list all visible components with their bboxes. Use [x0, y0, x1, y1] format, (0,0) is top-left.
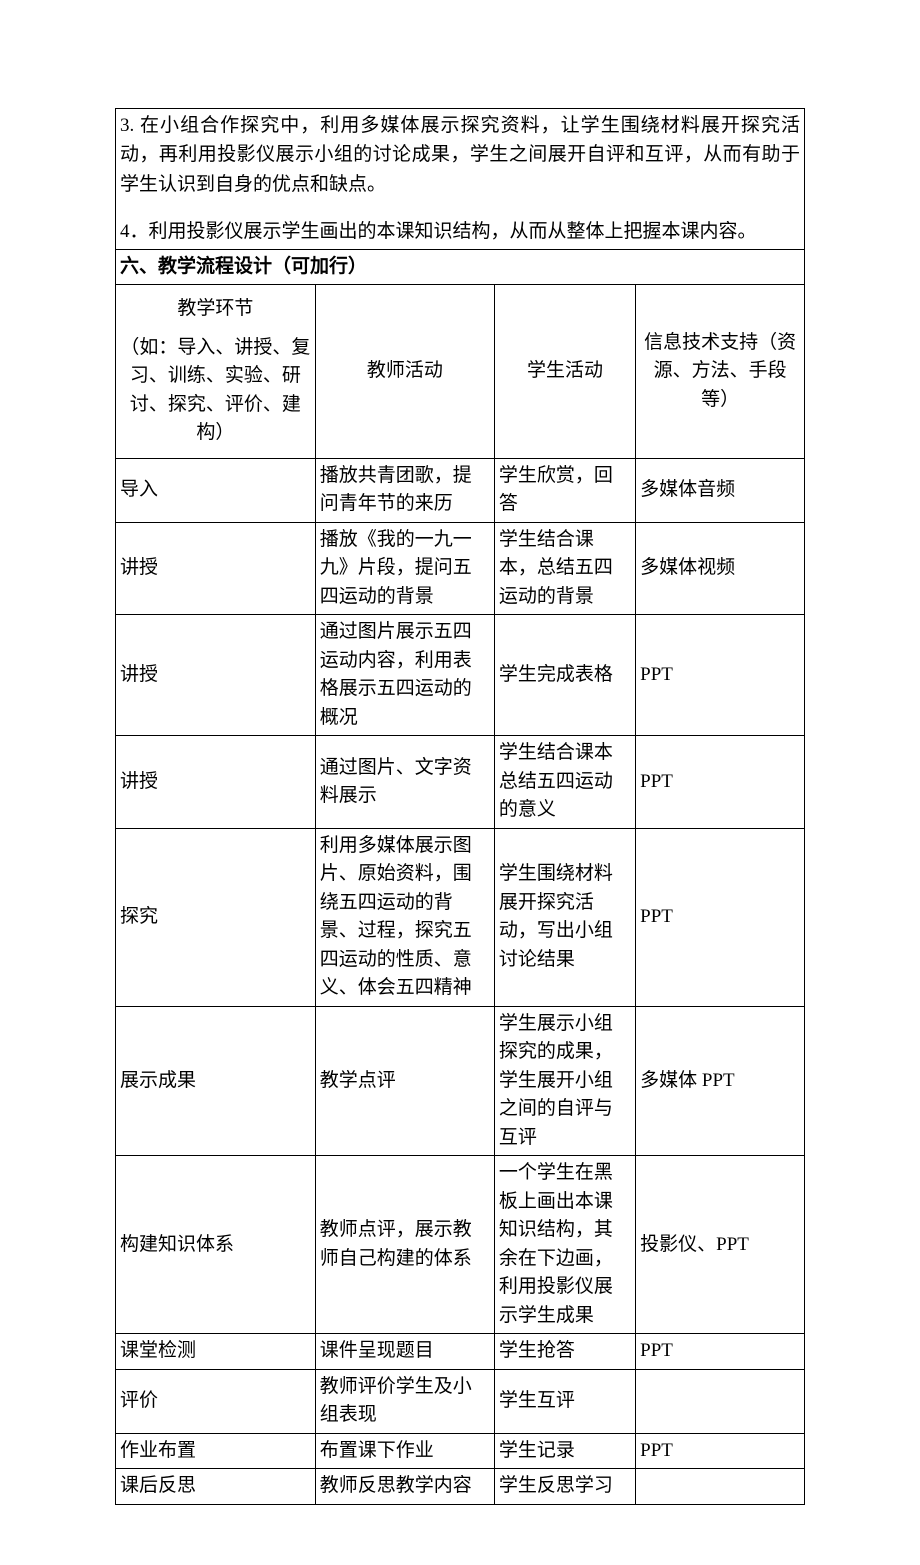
header-col3: 学生活动: [494, 285, 635, 459]
cell-stage: 课后反思: [116, 1469, 316, 1505]
cell-student: 学生抢答: [494, 1334, 635, 1370]
table-row: 课后反思 教师反思教学内容 学生反思学习: [116, 1469, 805, 1505]
cell-stage: 展示成果: [116, 1006, 316, 1156]
cell-tech: 多媒体 PPT: [636, 1006, 805, 1156]
cell-student: 一个学生在黑板上画出本课知识结构，其余在下边画，利用投影仪展示学生成果: [494, 1156, 635, 1334]
cell-teacher: 教师点评，展示教师自己构建的体系: [315, 1156, 494, 1334]
cell-stage: 构建知识体系: [116, 1156, 316, 1334]
cell-tech: [636, 1469, 805, 1505]
cell-stage: 作业布置: [116, 1433, 316, 1469]
cell-tech: PPT: [636, 615, 805, 736]
header-col2: 教师活动: [315, 285, 494, 459]
table-row: 评价 教师评价学生及小组表现 学生互评: [116, 1369, 805, 1433]
header-col1-a: 教学环节: [120, 295, 311, 324]
header-col1: 教学环节 （如：导入、讲授、复习、训练、实验、研讨、探究、评价、建构）: [116, 285, 316, 459]
header-col1-b: （如：导入、讲授、复习、训练、实验、研讨、探究、评价、建构）: [120, 334, 311, 448]
cell-teacher: 布置课下作业: [315, 1433, 494, 1469]
cell-student: 学生展示小组探究的成果，学生展开小组之间的自评与互评: [494, 1006, 635, 1156]
lesson-plan-table: 3. 在小组合作探究中，利用多媒体展示探究资料，让学生围绕材料展开探究活动，再利…: [115, 108, 805, 1505]
cell-student: 学生互评: [494, 1369, 635, 1433]
section-title: 六、教学流程设计（可加行）: [120, 256, 367, 277]
cell-teacher: 利用多媒体展示图片、原始资料，围绕五四运动的背景、过程，探究五四运动的性质、意义…: [315, 828, 494, 1006]
cell-stage: 课堂检测: [116, 1334, 316, 1370]
cell-student: 学生反思学习: [494, 1469, 635, 1505]
cell-stage: 探究: [116, 828, 316, 1006]
cell-student: 学生围绕材料展开探究活动，写出小组讨论结果: [494, 828, 635, 1006]
cell-stage: 讲授: [116, 736, 316, 829]
cell-student: 学生结合课本，总结五四运动的背景: [494, 522, 635, 615]
cell-teacher: 课件呈现题目: [315, 1334, 494, 1370]
cell-teacher: 通过图片、文字资料展示: [315, 736, 494, 829]
cell-student: 学生完成表格: [494, 615, 635, 736]
intro-spacer: [120, 199, 800, 217]
header-row: 教学环节 （如：导入、讲授、复习、训练、实验、研讨、探究、评价、建构） 教师活动…: [116, 285, 805, 459]
table-row: 展示成果 教学点评 学生展示小组探究的成果，学生展开小组之间的自评与互评 多媒体…: [116, 1006, 805, 1156]
cell-teacher: 教师评价学生及小组表现: [315, 1369, 494, 1433]
section-title-row: 六、教学流程设计（可加行）: [116, 249, 805, 285]
cell-teacher: 教师反思教学内容: [315, 1469, 494, 1505]
cell-tech: [636, 1369, 805, 1433]
cell-student: 学生记录: [494, 1433, 635, 1469]
cell-tech: 投影仪、PPT: [636, 1156, 805, 1334]
cell-tech: 多媒体视频: [636, 522, 805, 615]
table-row: 导入 播放共青团歌，提问青年节的来历 学生欣赏，回答 多媒体音频: [116, 458, 805, 522]
header-gap: [120, 324, 311, 334]
intro-p1: 3. 在小组合作探究中，利用多媒体展示探究资料，让学生围绕材料展开探究活动，再利…: [120, 115, 800, 195]
cell-tech: PPT: [636, 1433, 805, 1469]
cell-stage: 评价: [116, 1369, 316, 1433]
table-row: 讲授 通过图片展示五四运动内容，利用表格展示五四运动的概况 学生完成表格 PPT: [116, 615, 805, 736]
cell-tech: 多媒体音频: [636, 458, 805, 522]
cell-student: 学生结合课本总结五四运动的意义: [494, 736, 635, 829]
table-row: 作业布置 布置课下作业 学生记录 PPT: [116, 1433, 805, 1469]
section-title-cell: 六、教学流程设计（可加行）: [116, 249, 805, 285]
document-page: 3. 在小组合作探究中，利用多媒体展示探究资料，让学生围绕材料展开探究活动，再利…: [0, 0, 920, 1565]
intro-row: 3. 在小组合作探究中，利用多媒体展示探究资料，让学生围绕材料展开探究活动，再利…: [116, 109, 805, 250]
cell-stage: 讲授: [116, 522, 316, 615]
intro-p2: 4．利用投影仪展示学生画出的本课知识结构，从而从整体上把握本课内容。: [120, 221, 757, 242]
cell-tech: PPT: [636, 1334, 805, 1370]
cell-stage: 导入: [116, 458, 316, 522]
cell-teacher: 通过图片展示五四运动内容，利用表格展示五四运动的概况: [315, 615, 494, 736]
cell-tech: PPT: [636, 828, 805, 1006]
cell-tech: PPT: [636, 736, 805, 829]
table-row: 讲授 通过图片、文字资料展示 学生结合课本总结五四运动的意义 PPT: [116, 736, 805, 829]
intro-cell: 3. 在小组合作探究中，利用多媒体展示探究资料，让学生围绕材料展开探究活动，再利…: [116, 109, 805, 250]
header-col4: 信息技术支持（资源、方法、手段等）: [636, 285, 805, 459]
cell-teacher: 播放《我的一九一九》片段，提问五四运动的背景: [315, 522, 494, 615]
cell-student: 学生欣赏，回答: [494, 458, 635, 522]
table-row: 讲授 播放《我的一九一九》片段，提问五四运动的背景 学生结合课本，总结五四运动的…: [116, 522, 805, 615]
table-row: 探究 利用多媒体展示图片、原始资料，围绕五四运动的背景、过程，探究五四运动的性质…: [116, 828, 805, 1006]
table-row: 构建知识体系 教师点评，展示教师自己构建的体系 一个学生在黑板上画出本课知识结构…: [116, 1156, 805, 1334]
cell-teacher: 播放共青团歌，提问青年节的来历: [315, 458, 494, 522]
cell-teacher: 教学点评: [315, 1006, 494, 1156]
table-row: 课堂检测 课件呈现题目 学生抢答 PPT: [116, 1334, 805, 1370]
cell-stage: 讲授: [116, 615, 316, 736]
